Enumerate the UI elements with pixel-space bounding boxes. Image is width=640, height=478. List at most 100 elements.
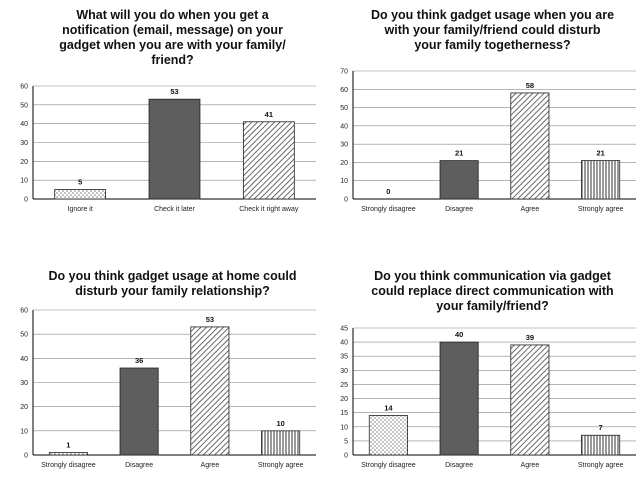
chart-panel-notification: What will you do when you get a notifica… [0, 0, 320, 239]
data-label: 21 [455, 149, 463, 158]
data-label: 1 [66, 441, 70, 450]
data-label: 7 [599, 423, 603, 432]
chart-title: Do you think communication via gadget co… [350, 269, 635, 314]
y-tick-label: 15 [340, 410, 348, 417]
data-label: 0 [386, 187, 390, 196]
chart-title-line: friend? [151, 53, 194, 67]
x-tick-label: Strongly disagree [361, 462, 416, 469]
x-tick-label: Agree [201, 462, 220, 469]
chart-title-line: your family/friend? [436, 299, 549, 313]
y-tick-label: 20 [20, 404, 28, 411]
y-tick-label: 0 [344, 197, 348, 204]
x-tick-label: Disagree [445, 462, 473, 469]
x-tick-label: Disagree [125, 462, 153, 469]
chart-title-line: Do you think gadget usage at home could [48, 269, 297, 283]
data-label: 41 [265, 110, 273, 119]
y-tick-label: 10 [340, 424, 348, 431]
data-label: 53 [170, 87, 178, 96]
y-tick-label: 25 [340, 382, 348, 389]
chart-title-line: gadget when you are with your family/ [59, 38, 286, 52]
bar [261, 430, 301, 456]
chart-title-line: Do you think gadget usage when you are [370, 8, 615, 22]
y-tick-label: 10 [20, 428, 28, 435]
chart-title-line: your family togetherness? [414, 38, 571, 52]
x-tick-label: Strongly disagree [361, 206, 416, 213]
chart-title: What will you do when you get a notifica… [30, 8, 315, 68]
x-tick-label: Agree [521, 206, 540, 213]
y-tick-label: 30 [20, 140, 28, 147]
data-label: 21 [596, 149, 604, 158]
bar [242, 121, 295, 200]
y-tick-label: 20 [340, 396, 348, 403]
x-tick-label: Check it later [154, 206, 196, 213]
bar [190, 326, 230, 456]
y-tick-label: 30 [20, 380, 28, 387]
y-tick-label: 0 [24, 197, 28, 204]
chart-panel-communication: Do you think communication via gadget co… [320, 239, 640, 478]
data-label: 10 [276, 419, 284, 428]
chart-title-line: disturb your family relationship? [75, 284, 270, 298]
bar-chart-notification: 0 10 20 30 40 50 60 5 Ignore it 53 Check it later 4… [20, 84, 316, 213]
bar [581, 434, 621, 456]
y-tick-label: 40 [20, 356, 28, 363]
chart-title-line: could replace direct communication with [371, 284, 614, 298]
y-tick-label: 50 [20, 102, 28, 109]
bar [119, 367, 159, 456]
x-tick-label: Check it right away [239, 206, 299, 213]
x-tick-label: Strongly agree [578, 206, 624, 213]
data-label: 5 [78, 178, 82, 187]
bar [439, 341, 479, 456]
bar-chart-communication: 0 5 10 15 20 25 30 35 40 45 14 Strongly disagree 40 D… [340, 326, 636, 469]
x-tick-label: Agree [521, 462, 540, 469]
bar [54, 189, 107, 200]
data-label: 36 [135, 356, 143, 365]
x-tick-label: Strongly agree [258, 462, 304, 469]
data-label: 40 [455, 330, 463, 339]
bar [368, 415, 408, 456]
chart-title-line: What will you do when you get a [76, 8, 269, 22]
bar [48, 452, 88, 456]
y-tick-label: 0 [24, 453, 28, 460]
x-tick-label: Strongly agree [578, 462, 624, 469]
chart-title-line: notification (email, message) on your [62, 23, 283, 37]
bar-chart-togetherness: 0 10 20 30 40 50 60 70 0 Strongly disagree 21 Disag… [340, 69, 636, 213]
chart-panel-togetherness: Do you think gadget usage when you are w… [320, 0, 640, 239]
data-label: 39 [526, 333, 534, 342]
y-tick-label: 35 [340, 354, 348, 361]
y-tick-label: 5 [344, 438, 348, 445]
bar [581, 160, 621, 200]
y-tick-label: 10 [340, 178, 348, 185]
y-tick-label: 50 [340, 105, 348, 112]
data-label: 53 [206, 315, 214, 324]
y-tick-label: 30 [340, 142, 348, 149]
y-tick-label: 60 [20, 84, 28, 91]
data-label: 58 [526, 81, 534, 90]
chart-title: Do you think gadget usage at home could … [30, 269, 315, 299]
x-tick-label: Ignore it [68, 206, 93, 213]
y-tick-label: 50 [20, 332, 28, 339]
y-tick-label: 70 [340, 69, 348, 76]
x-tick-label: Strongly disagree [41, 462, 96, 469]
y-tick-label: 0 [344, 453, 348, 460]
chart-title-line: Do you think communication via gadget [374, 269, 611, 283]
y-tick-label: 30 [340, 368, 348, 375]
bar-chart-relationship: 0 10 20 30 40 50 60 1 Strongly disagree 36 Disagre… [20, 308, 316, 469]
bar [439, 160, 479, 200]
chart-panel-relationship: Do you think gadget usage at home could … [0, 239, 320, 478]
x-tick-label: Disagree [445, 206, 473, 213]
y-tick-label: 45 [340, 326, 348, 333]
bar [510, 344, 550, 456]
y-tick-label: 60 [20, 308, 28, 315]
y-tick-label: 40 [340, 123, 348, 130]
bar [510, 92, 550, 200]
y-tick-label: 20 [340, 160, 348, 167]
chart-title: Do you think gadget usage when you are w… [350, 8, 635, 53]
y-tick-label: 40 [20, 121, 28, 128]
bar [148, 98, 201, 200]
y-tick-label: 20 [20, 159, 28, 166]
chart-title-line: with your family/friend could disturb [384, 23, 601, 37]
data-label: 14 [384, 403, 393, 412]
y-tick-label: 10 [20, 178, 28, 185]
y-tick-label: 40 [340, 340, 348, 347]
y-tick-label: 60 [340, 87, 348, 94]
